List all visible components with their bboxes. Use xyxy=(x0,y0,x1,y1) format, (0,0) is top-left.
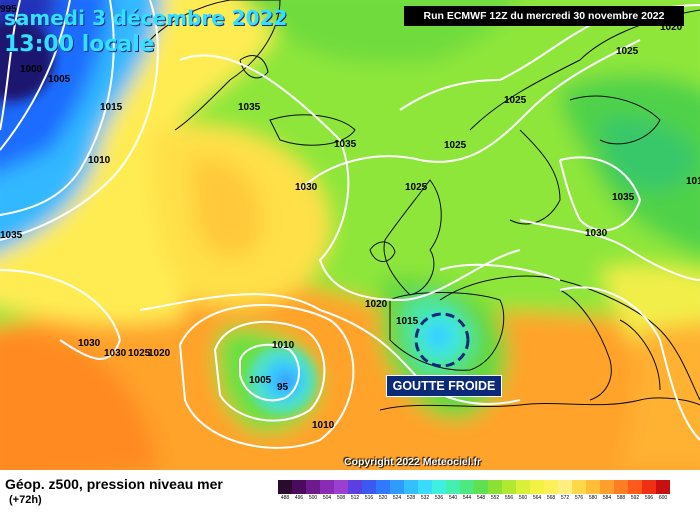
scale-swatch: 508 xyxy=(334,480,348,501)
scale-swatch: 580 xyxy=(586,480,600,501)
isobar-label: 1025 xyxy=(444,140,467,151)
scale-swatch: 500 xyxy=(306,480,320,501)
scale-swatch: 548 xyxy=(474,480,488,501)
isobar-label: 1025 xyxy=(128,348,151,359)
isobar-label: 1010 xyxy=(312,420,335,431)
scale-value: 564 xyxy=(532,495,542,501)
isobar-label: 1030 xyxy=(78,338,101,349)
scale-value: 584 xyxy=(602,495,612,501)
scale-swatch: 592 xyxy=(628,480,642,501)
scale-swatch: 540 xyxy=(446,480,460,501)
isobar-label: 1020 xyxy=(660,22,683,33)
scale-swatch: 568 xyxy=(544,480,558,501)
scale-value: 572 xyxy=(560,495,570,501)
isobar-label: 1010 xyxy=(88,155,111,166)
coastlines xyxy=(149,0,700,411)
isobar-label: 1005 xyxy=(48,74,71,85)
lead-time: (+72h) xyxy=(9,494,42,506)
parameter-title: Géop. z500, pression niveau mer xyxy=(5,476,223,492)
copyright-text: Copyright 2022 Meteociel.fr xyxy=(344,456,482,468)
isobar-label: 1020 xyxy=(148,348,171,359)
scale-swatch: 588 xyxy=(614,480,628,501)
scale-value: 528 xyxy=(406,495,416,501)
isobar-labels: 995 1000 1005 1015 1010 1035 1035 1030 1… xyxy=(0,4,700,431)
isobar-label: 1030 xyxy=(585,228,608,239)
isobar-label: 1035 xyxy=(612,192,635,203)
scale-value: 512 xyxy=(350,495,360,501)
isobar-label: 95 xyxy=(277,382,289,393)
isobar-label: 1015 xyxy=(396,316,419,327)
scale-swatch: 596 xyxy=(642,480,656,501)
scale-value: 600 xyxy=(658,495,668,501)
scale-swatch: 488 xyxy=(278,480,292,501)
scale-value: 500 xyxy=(308,495,318,501)
scale-swatch: 552 xyxy=(488,480,502,501)
scale-value: 588 xyxy=(616,495,626,501)
scale-value: 548 xyxy=(476,495,486,501)
isobar-label: 1000 xyxy=(20,64,43,75)
scale-value: 568 xyxy=(546,495,556,501)
scale-swatch: 576 xyxy=(572,480,586,501)
scale-swatch: 512 xyxy=(348,480,362,501)
cold-drop-label: GOUTTE FROIDE xyxy=(386,375,502,397)
scale-swatch: 556 xyxy=(502,480,516,501)
scale-swatch: 496 xyxy=(292,480,306,501)
scale-swatch: 504 xyxy=(320,480,334,501)
isobar-label: 1035 xyxy=(238,102,261,113)
scale-value: 536 xyxy=(434,495,444,501)
scale-swatch: 536 xyxy=(432,480,446,501)
color-scale: 488 496 500 504 508 512 516 520 524 528 532 536 540 5… xyxy=(278,480,670,501)
scale-value: 576 xyxy=(574,495,584,501)
isobar-label: 1020 xyxy=(365,299,388,310)
scale-swatch: 584 xyxy=(600,480,614,501)
isobar-label: 1030 xyxy=(104,348,127,359)
isobar-label: 1015 xyxy=(100,102,123,113)
scale-swatch: 560 xyxy=(516,480,530,501)
scale-swatch: 528 xyxy=(404,480,418,501)
scale-swatch: 600 xyxy=(656,480,670,501)
isobar-label: 1035 xyxy=(0,230,23,241)
isobar-label: 1025 xyxy=(616,46,639,57)
scale-value: 520 xyxy=(378,495,388,501)
scale-value: 592 xyxy=(630,495,640,501)
scale-value: 560 xyxy=(518,495,528,501)
scale-value: 540 xyxy=(448,495,458,501)
scale-swatch: 524 xyxy=(390,480,404,501)
scale-value: 556 xyxy=(504,495,514,501)
isobar-label: 1030 xyxy=(295,182,318,193)
isobars xyxy=(0,0,700,448)
isobar-label: 1025 xyxy=(504,95,527,106)
cold-drop-marker xyxy=(414,312,470,368)
scale-swatch: 532 xyxy=(418,480,432,501)
scale-value: 544 xyxy=(462,495,472,501)
isobar-label: 995 xyxy=(0,4,17,15)
scale-value: 552 xyxy=(490,495,500,501)
isobar-label: 1035 xyxy=(334,139,357,150)
scale-value: 596 xyxy=(644,495,654,501)
isobar-label: 1010 xyxy=(686,176,700,187)
isobar-label: 1005 xyxy=(249,375,272,386)
model-run-label: Run ECMWF 12Z du mercredi 30 novembre 20… xyxy=(404,6,684,26)
scale-value: 516 xyxy=(364,495,374,501)
scale-swatch: 520 xyxy=(376,480,390,501)
scale-value: 488 xyxy=(280,495,290,501)
scale-swatch: 564 xyxy=(530,480,544,501)
scale-value: 532 xyxy=(420,495,430,501)
pressure-map: 995 1000 1005 1015 1010 1035 1035 1030 1… xyxy=(0,0,700,470)
scale-value: 504 xyxy=(322,495,332,501)
isobar-label: 1025 xyxy=(405,182,428,193)
scale-swatch: 516 xyxy=(362,480,376,501)
forecast-date-title: samedi 3 décembre 2022 xyxy=(4,6,288,30)
scale-swatch: 544 xyxy=(460,480,474,501)
forecast-time-title: 13:00 locale xyxy=(4,32,155,57)
legend-bar: Géop. z500, pression niveau mer (+72h) 4… xyxy=(0,470,700,512)
isobar-label: 1010 xyxy=(272,340,295,351)
scale-value: 496 xyxy=(294,495,304,501)
scale-value: 524 xyxy=(392,495,402,501)
scale-value: 508 xyxy=(336,495,346,501)
scale-swatch: 572 xyxy=(558,480,572,501)
scale-value: 580 xyxy=(588,495,598,501)
